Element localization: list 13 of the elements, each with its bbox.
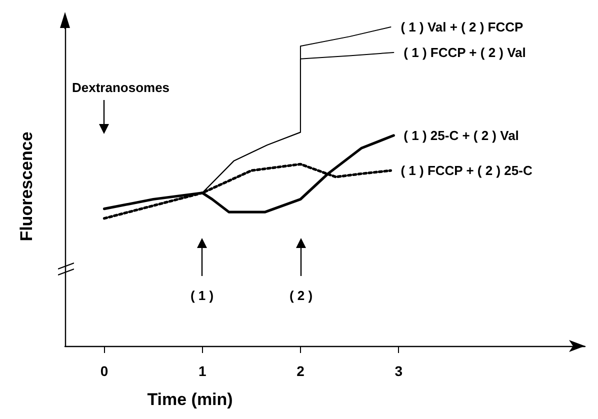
annotation: Dextranosomes [72, 79, 171, 97]
annotation: ( 1 ) [189, 287, 215, 305]
x-tick-label: 3 [394, 363, 403, 379]
y-axis-title: Fluorescence [17, 132, 36, 242]
series-label: ( 1 ) FCCP + ( 2 ) Val [404, 45, 526, 60]
series-label: ( 1 ) 25-C + ( 2 ) Val [404, 128, 519, 143]
x-tick-label: 1 [198, 363, 206, 379]
series-label: ( 1 ) Val + ( 2 ) FCCP [400, 20, 524, 34]
x-axis-title: Time (min) [147, 390, 233, 409]
annotation: ( 2 ) [288, 287, 314, 305]
x-tick-label: 2 [296, 363, 305, 379]
series-label: ( 1 ) FCCP + ( 2 ) 25-C [400, 163, 533, 178]
x-tick-label: 0 [100, 363, 108, 379]
